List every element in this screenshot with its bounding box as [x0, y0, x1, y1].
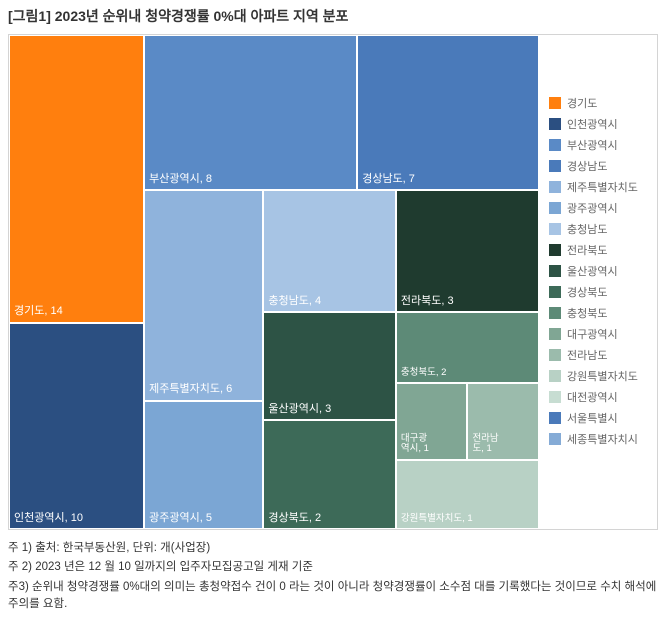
legend-swatch — [549, 307, 561, 319]
treemap-cell-label: 제주특별자치도, 6 — [149, 383, 232, 395]
legend-item: 부산광역시 — [549, 137, 649, 153]
treemap-cell: 전라남 도, 1 — [467, 383, 539, 460]
chart-title: [그림1] 2023년 순위내 청약경쟁률 0%대 아파트 지역 분포 — [0, 0, 666, 34]
treemap-cell: 경상북도, 2 — [263, 420, 396, 529]
treemap-cell: 경상남도, 7 — [357, 35, 539, 190]
legend-swatch — [549, 118, 561, 130]
legend-label: 경상남도 — [567, 158, 607, 174]
legend-item: 울산광역시 — [549, 263, 649, 279]
legend-label: 강원특별자치도 — [567, 368, 638, 384]
treemap-cell: 충청북도, 2 — [396, 312, 539, 384]
legend-item: 제주특별자치도 — [549, 179, 649, 195]
legend-swatch — [549, 223, 561, 235]
legend-label: 전라남도 — [567, 347, 607, 363]
legend-item: 대전광역시 — [549, 389, 649, 405]
legend-swatch — [549, 328, 561, 340]
legend-item: 충청남도 — [549, 221, 649, 237]
treemap-cell-label: 충청남도, 4 — [268, 295, 321, 307]
treemap-cell-label: 울산광역시, 3 — [268, 403, 331, 415]
legend-swatch — [549, 349, 561, 361]
treemap-cell-label: 충청북도, 2 — [401, 368, 447, 378]
legend-label: 경기도 — [567, 95, 597, 111]
legend-label: 광주광역시 — [567, 200, 618, 216]
legend-item: 전라남도 — [549, 347, 649, 363]
legend-label: 울산광역시 — [567, 263, 618, 279]
legend-label: 세종특별자치시 — [567, 431, 638, 447]
treemap-cell-label: 경상남도, 7 — [362, 173, 415, 185]
legend-label: 대구광역시 — [567, 326, 618, 342]
legend-swatch — [549, 286, 561, 298]
treemap: zigbang 경기도, 14인천광역시, 10부산광역시, 8경상남도, 7제… — [9, 35, 539, 529]
legend-label: 전라북도 — [567, 242, 607, 258]
legend-swatch — [549, 97, 561, 109]
treemap-cell: 경기도, 14 — [9, 35, 144, 323]
footnote-line: 주3) 순위내 청약경쟁률 0%대의 의미는 총청약접수 건이 0 라는 것이 … — [8, 579, 658, 614]
treemap-cell: 전라북도, 3 — [396, 190, 539, 312]
legend-label: 서울특별시 — [567, 410, 618, 426]
legend-item: 경상남도 — [549, 158, 649, 174]
legend-swatch — [549, 391, 561, 403]
treemap-cell-label: 인천광역시, 10 — [14, 512, 83, 524]
treemap-cell: 대구광 역시, 1 — [396, 383, 468, 460]
legend-label: 인천광역시 — [567, 116, 618, 132]
legend-item: 인천광역시 — [549, 116, 649, 132]
legend-item: 경상북도 — [549, 284, 649, 300]
treemap-cell-label: 대구광 역시, 1 — [401, 434, 429, 455]
treemap-cell-label: 전라북도, 3 — [401, 295, 454, 307]
treemap-cell-label: 강원특별자치도, 1 — [401, 514, 473, 524]
footnotes: 주 1) 출처: 한국부동산원, 단위: 개(사업장) 주 2) 2023 년은 … — [0, 530, 666, 621]
treemap-cell-label: 경기도, 14 — [14, 305, 63, 317]
treemap-cell: 부산광역시, 8 — [144, 35, 357, 190]
legend-label: 대전광역시 — [567, 389, 618, 405]
legend-swatch — [549, 370, 561, 382]
legend-swatch — [549, 244, 561, 256]
legend-label: 충청남도 — [567, 221, 607, 237]
chart-container: zigbang 경기도, 14인천광역시, 10부산광역시, 8경상남도, 7제… — [8, 34, 658, 530]
treemap-cell: 강원특별자치도, 1 — [396, 460, 539, 529]
legend-swatch — [549, 412, 561, 424]
legend-label: 제주특별자치도 — [567, 179, 638, 195]
legend-swatch — [549, 433, 561, 445]
footnote-line: 주 2) 2023 년은 12 월 10 일까지의 입주자모집공고일 게재 기준 — [8, 559, 658, 576]
treemap-cell: 제주특별자치도, 6 — [144, 190, 263, 400]
legend-item: 강원특별자치도 — [549, 368, 649, 384]
treemap-cell: 울산광역시, 3 — [263, 312, 396, 421]
treemap-cell-label: 광주광역시, 5 — [149, 512, 212, 524]
treemap-cell: 광주광역시, 5 — [144, 401, 263, 529]
footnote-line: 주 1) 출처: 한국부동산원, 단위: 개(사업장) — [8, 540, 658, 557]
legend-item: 경기도 — [549, 95, 649, 111]
legend-item: 광주광역시 — [549, 200, 649, 216]
legend-swatch — [549, 160, 561, 172]
legend: 경기도인천광역시부산광역시경상남도제주특별자치도광주광역시충청남도전라북도울산광… — [539, 35, 657, 529]
legend-label: 경상북도 — [567, 284, 607, 300]
legend-item: 서울특별시 — [549, 410, 649, 426]
legend-swatch — [549, 181, 561, 193]
legend-swatch — [549, 265, 561, 277]
legend-label: 충청북도 — [567, 305, 607, 321]
treemap-cell: 충청남도, 4 — [263, 190, 396, 312]
legend-item: 충청북도 — [549, 305, 649, 321]
legend-item: 세종특별자치시 — [549, 431, 649, 447]
treemap-cell: 인천광역시, 10 — [9, 323, 144, 529]
legend-item: 대구광역시 — [549, 326, 649, 342]
legend-label: 부산광역시 — [567, 137, 618, 153]
treemap-cell-label: 경상북도, 2 — [268, 512, 321, 524]
legend-swatch — [549, 139, 561, 151]
legend-item: 전라북도 — [549, 242, 649, 258]
treemap-cell-label: 부산광역시, 8 — [149, 173, 212, 185]
legend-swatch — [549, 202, 561, 214]
treemap-cell-label: 전라남 도, 1 — [472, 434, 498, 455]
